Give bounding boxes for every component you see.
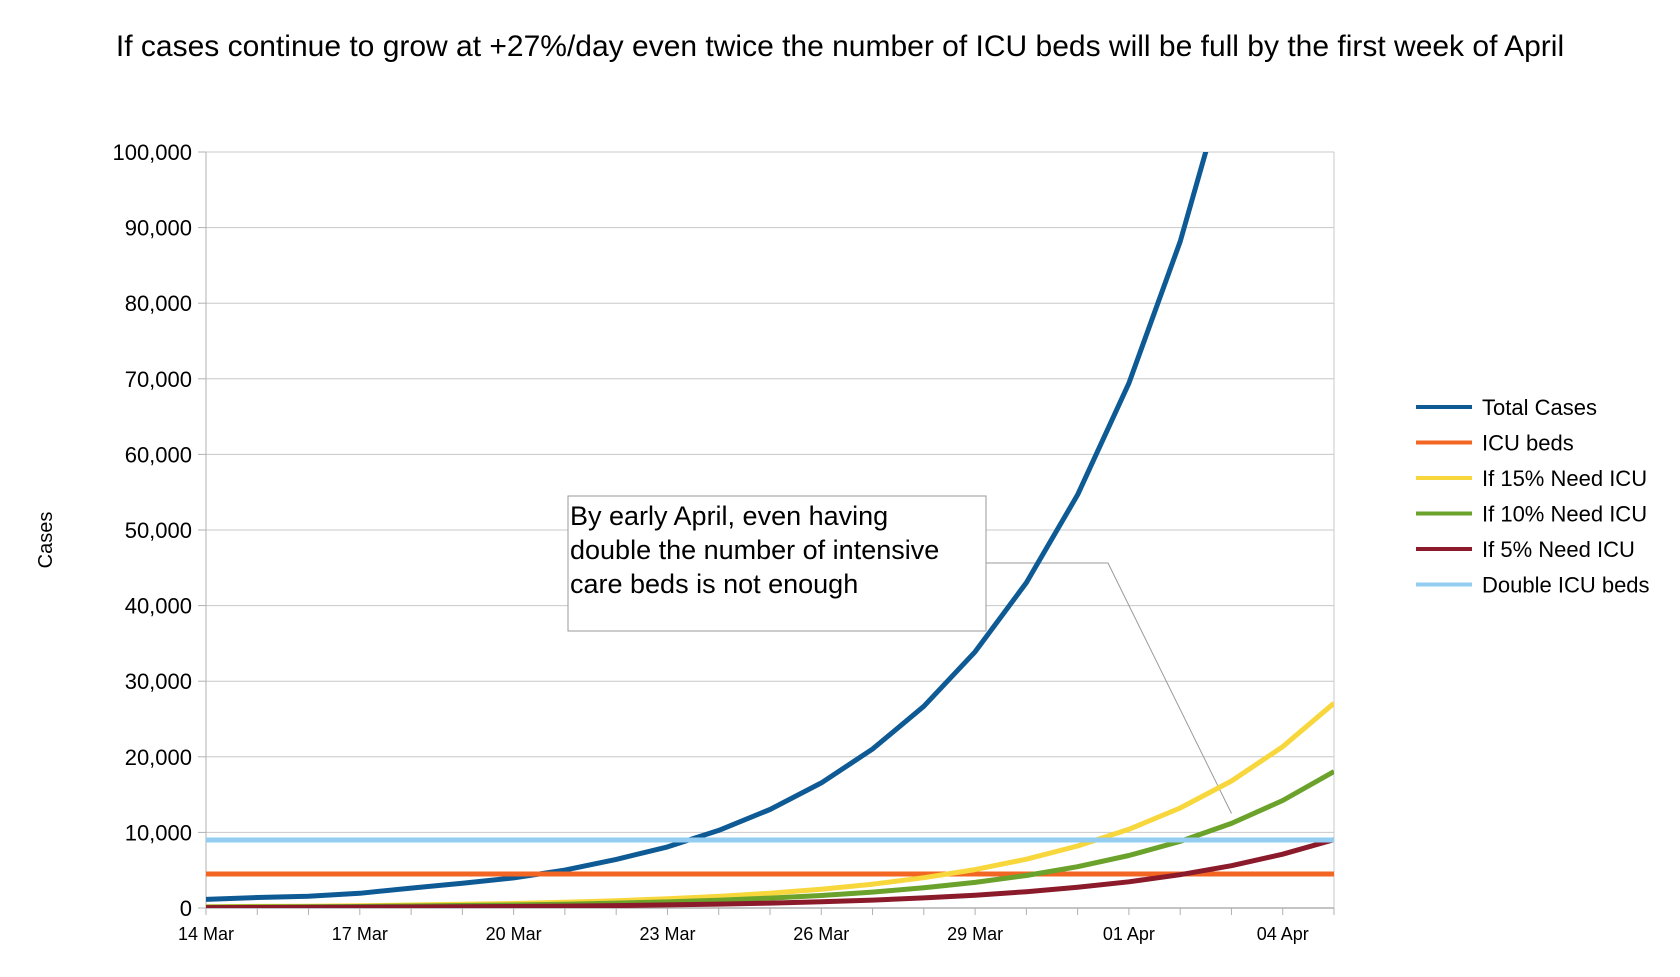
- annotation-text-line: care beds is not enough: [570, 569, 858, 599]
- annotation-text-line: By early April, even having: [570, 501, 888, 531]
- x-tick-label: 04 Apr: [1257, 924, 1309, 944]
- y-axis-ticks: 0 10,000 20,000 30,000 40,000 50,000 60,000 70,…: [112, 140, 206, 921]
- annotation: By early April, even having double the nu…: [567, 495, 1232, 814]
- x-tick-label: 29 Mar: [947, 924, 1003, 944]
- y-tick-label: 40,000: [125, 594, 192, 619]
- y-tick-label: 20,000: [125, 745, 192, 770]
- y-tick-label: 100,000: [112, 140, 192, 165]
- x-tick-label: 20 Mar: [486, 924, 542, 944]
- y-tick-label: 0: [180, 896, 192, 921]
- series-line-total-cases: [206, 152, 1209, 902]
- y-tick-label: 70,000: [125, 367, 192, 392]
- legend-label-icu-beds: ICU beds: [1482, 431, 1574, 456]
- y-tick-label: 50,000: [125, 518, 192, 543]
- y-tick-label: 90,000: [125, 216, 192, 241]
- x-tick-label: 17 Mar: [332, 924, 388, 944]
- x-tick-label: 01 Apr: [1103, 924, 1155, 944]
- x-tick-label: 14 Mar: [178, 924, 234, 944]
- y-tick-label: 80,000: [125, 291, 192, 316]
- legend-label-if-10-need-icu: If 10% Need ICU: [1482, 502, 1647, 527]
- chart-title: If cases continue to grow at +27%/day ev…: [115, 30, 1565, 63]
- legend-label-if-5-need-icu: If 5% Need ICU: [1482, 537, 1635, 562]
- legend-label-double-icu-beds: Double ICU beds: [1482, 573, 1650, 598]
- series-lines: [206, 152, 1334, 908]
- y-tick-label: 30,000: [125, 669, 192, 694]
- y-tick-label: 60,000: [125, 442, 192, 467]
- annotation-leader-line: [986, 562, 1232, 814]
- legend-label-total-cases: Total Cases: [1482, 395, 1597, 420]
- x-tick-label: 23 Mar: [639, 924, 695, 944]
- annotation-box: [567, 495, 987, 632]
- y-tick-label: 10,000: [125, 820, 192, 845]
- annotation-text-line: double the number of intensive: [570, 535, 939, 565]
- x-tick-label: 26 Mar: [793, 924, 849, 944]
- legend-label-if-15-need-icu: If 15% Need ICU: [1482, 466, 1647, 491]
- x-axis-ticks: 14 Mar 17 Mar 20 Mar 23 Mar 26 Mar 29 Mar 01 A…: [178, 908, 1335, 944]
- series-line-if-5-need-icu: [206, 837, 1334, 908]
- legend: Total Cases ICU beds If 15% Need ICU If 10%…: [1416, 395, 1650, 598]
- y-axis-label: Cases: [35, 512, 57, 569]
